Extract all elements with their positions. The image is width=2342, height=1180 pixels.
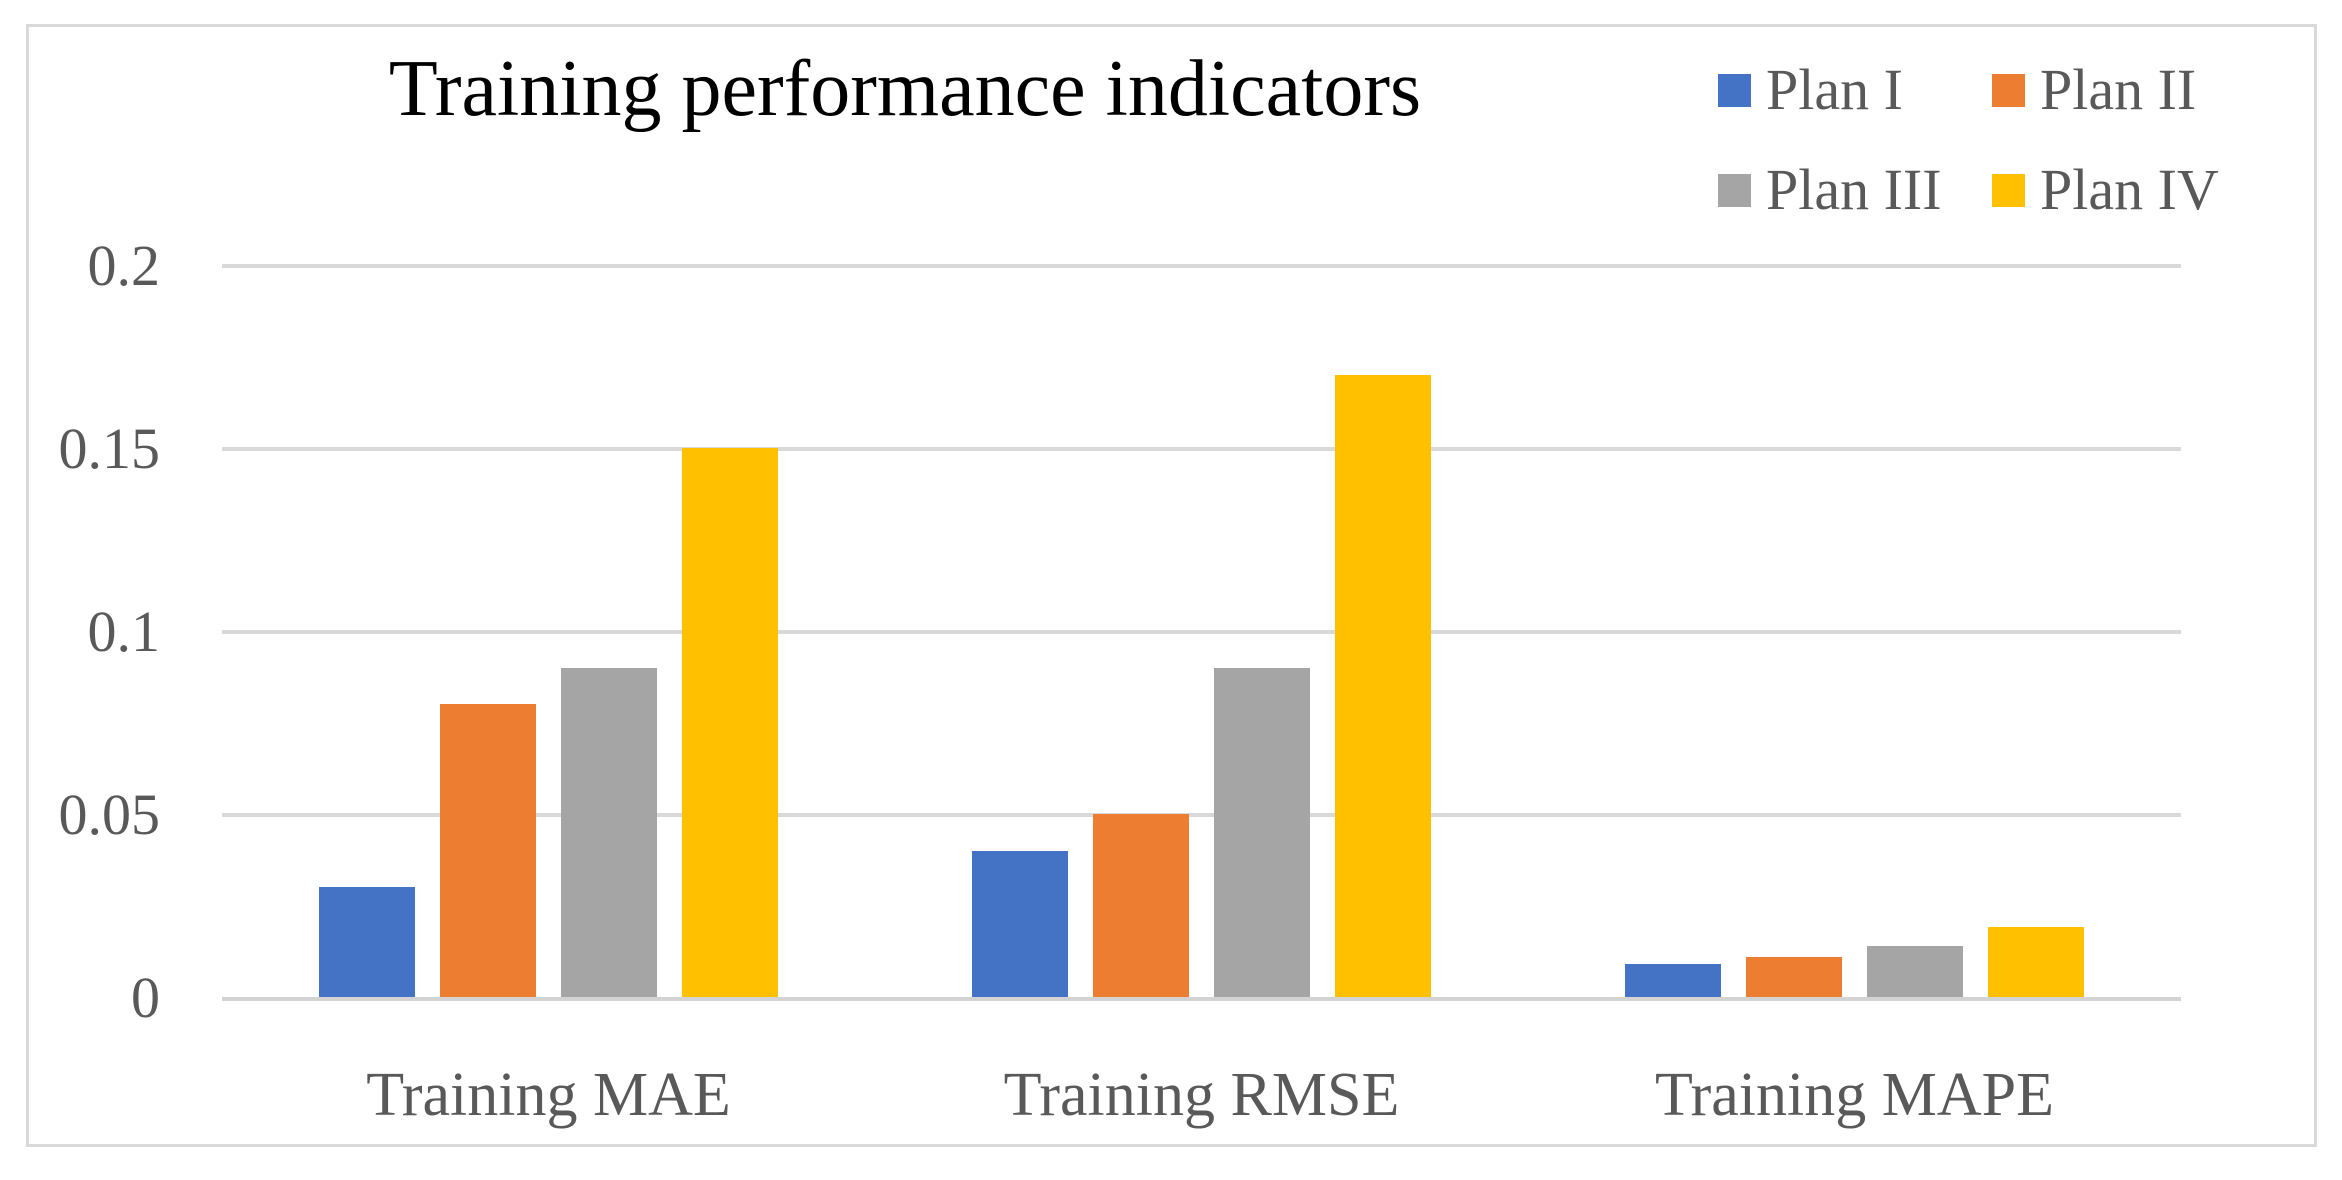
legend-item-plan-ii: Plan II [1992,61,2196,119]
legend-label-plan-ii: Plan II [2040,57,2197,122]
gridline-0-1 [222,630,2181,634]
bar-plan-iv-training-rmse [1335,375,1431,997]
bar-plan-iv-training-mape [1988,927,2084,997]
x-axis-category-label-training-mae: Training MAE [366,1061,731,1129]
legend-label-plan-i: Plan I [1766,57,1903,122]
legend-label-plan-iii: Plan III [1766,157,1942,222]
bar-plan-iv-training-mae [682,448,778,997]
legend-swatch-plan-iii [1718,173,1751,207]
gridline-0-05 [222,813,2181,817]
chart-frame: Training performance indicators Plan I Pl… [26,24,2317,1147]
y-axis-tick-label-0-05: 0.05 [58,782,161,847]
legend-swatch-plan-ii [1992,73,2025,107]
gridline-0-2 [222,264,2181,268]
y-axis-tick-label-0: 0 [131,965,160,1030]
y-axis-tick-label-0-1: 0.1 [87,599,161,664]
bar-plan-ii-training-mape [1746,957,1842,997]
legend-swatch-plan-iv [1992,173,2025,207]
bar-plan-iii-training-rmse [1214,668,1310,997]
legend: Plan I Plan II Plan III Plan IV [29,27,2314,1144]
bar-plan-i-training-mape [1625,964,1721,997]
x-axis-category-label-training-rmse: Training RMSE [1003,1061,1400,1129]
legend-item-plan-i: Plan I [1718,61,1903,119]
legend-label-plan-iv: Plan IV [2040,157,2219,222]
bar-plan-i-training-rmse [972,851,1068,997]
bar-plan-iii-training-mape [1867,946,1963,997]
legend-item-plan-iv: Plan IV [1992,161,2219,219]
bar-plan-i-training-mae [319,887,415,997]
x-axis-category-label-training-mape: Training MAPE [1654,1061,2055,1129]
legend-item-plan-iii: Plan III [1718,161,1942,219]
bar-plan-ii-training-rmse [1093,814,1189,997]
bar-plan-iii-training-mae [561,668,657,997]
y-axis-tick-label-0-15: 0.15 [58,416,161,481]
chart-title: Training performance indicators [388,45,1422,133]
gridline-0-15 [222,447,2181,451]
bar-plan-ii-training-mae [440,704,536,997]
y-axis-tick-label-0-2: 0.2 [87,233,161,298]
legend-swatch-plan-i [1718,73,1751,107]
plot-area: 0 0.05 0.1 0.15 0.2 Training MAE Training RMSE… [29,27,2314,1144]
x-axis-line [222,997,2181,1001]
